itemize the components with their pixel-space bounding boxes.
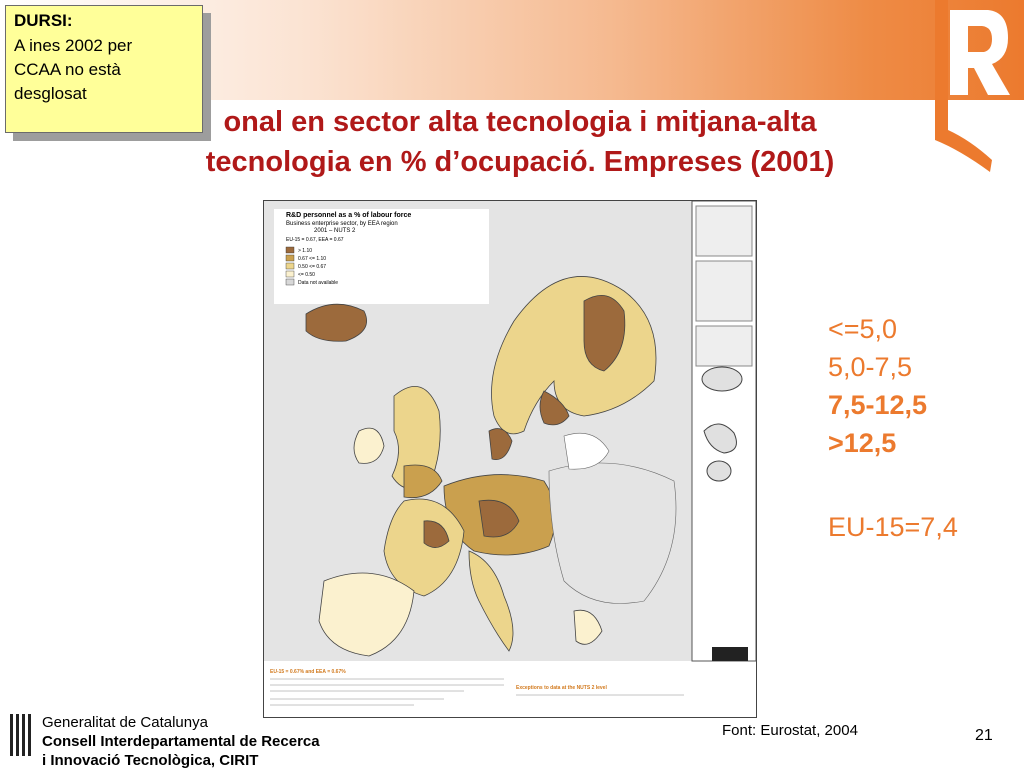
legend-item-3: 7,5-12,5: [828, 390, 928, 420]
europe-map-image: R&D personnel as a % of labour force Bus…: [264, 200, 757, 717]
map-legend-title-3: 2001 – NUTS 2: [314, 228, 356, 234]
map-footer-left-title: EU-15 = 0.67% and EEA = 0.67%: [270, 669, 346, 675]
map-footer-right-title: Exceptions to data at the NUTS 2 level: [516, 685, 607, 691]
institution-line-1: Generalitat de Catalunya: [42, 714, 208, 731]
map-legend-swatch: [285, 262, 295, 270]
note-box: DURSI: A ines 2002 per CCAA no està desg…: [5, 5, 203, 133]
map-legend-swatch: [285, 270, 295, 278]
generalitat-logo-icon: [10, 714, 31, 756]
r-logo-icon: [935, 0, 1010, 172]
eu-average: EU-15=7,4: [828, 512, 958, 542]
map-legend-avg: EU-15 = 0.67, EEA = 0.67: [286, 237, 344, 243]
europe-map: R&D personnel as a % of labour force Bus…: [263, 200, 757, 718]
map-legend-swatch: [285, 278, 295, 286]
legend-item-1: <=5,0: [828, 314, 898, 344]
title-line-2: tecnologia en % d’ocupació. Empreses (20…: [205, 146, 835, 178]
institution-line-3: i Innovació Tecnològica, CIRIT: [42, 752, 259, 769]
page-number: 21: [975, 727, 993, 744]
note-line-1: A ines 2002 per: [14, 36, 133, 55]
map-legend-swatch: [285, 246, 295, 254]
map-legend-title-2: Business enterprise sector, by EEA regio…: [286, 221, 398, 227]
map-legend-label: 0.67 <= 1.10: [298, 256, 326, 262]
note-heading: DURSI:: [14, 11, 73, 30]
institution-name: Generalitat de Catalunya Consell Interde…: [42, 713, 320, 770]
map-legend-label: > 1.10: [298, 248, 312, 254]
map-legend-swatch: [285, 254, 295, 262]
map-legend-classes: > 1.10 0.67 <= 1.10 0.50 <= 0.67 <= 0.50 Dat…: [285, 246, 338, 286]
map-legend-label: Data not available: [298, 280, 338, 286]
page-title: onal en sector alta tecnologia i mitjana…: [140, 102, 900, 182]
legend-item-4: >12,5: [828, 428, 897, 458]
title-line-1: onal en sector alta tecnologia i mitjana…: [223, 106, 817, 138]
note-line-2: CCAA no està: [14, 60, 121, 79]
value-legend: <=5,0 5,0-7,5 7,5-12,5 >12,5: [828, 310, 927, 462]
map-legend-label: 0.50 <= 0.67: [298, 264, 326, 270]
note-line-3: desglosat: [14, 84, 87, 103]
map-legend-label: <= 0.50: [298, 272, 315, 278]
institution-line-2: Consell Interdepartamental de Recerca: [42, 733, 320, 750]
map-legend-title-1: R&D personnel as a % of labour force: [286, 212, 411, 219]
source-note: Font: Eurostat, 2004: [722, 722, 858, 739]
legend-item-2: 5,0-7,5: [828, 352, 913, 382]
